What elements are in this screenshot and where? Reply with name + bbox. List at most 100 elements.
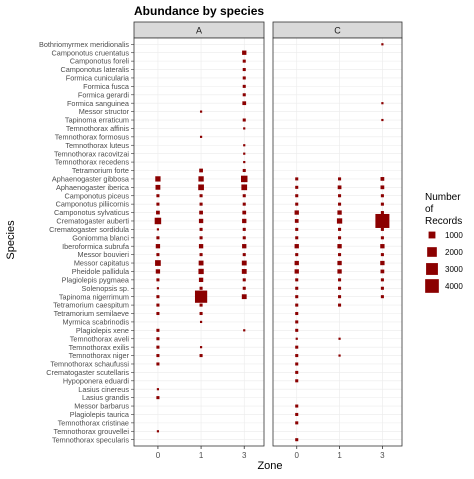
data-point (338, 253, 342, 257)
data-point (338, 236, 342, 240)
data-point (380, 295, 384, 299)
data-point (337, 185, 342, 190)
data-point (156, 345, 160, 349)
data-point (199, 227, 203, 231)
data-point (198, 268, 204, 275)
data-point (156, 311, 160, 316)
data-point (295, 320, 299, 324)
data-point (380, 185, 385, 190)
y-tick-label: Solenopsis sp. (82, 284, 129, 293)
data-point (380, 260, 385, 266)
data-point (199, 320, 203, 324)
data-point (295, 227, 299, 231)
data-point (242, 244, 247, 249)
y-tick-label: Temnothorax racovitzai (54, 149, 129, 158)
data-point (156, 295, 160, 299)
data-point (155, 244, 161, 249)
data-point (199, 135, 203, 138)
y-tick-label: Messor barbarus (74, 402, 129, 411)
legend-label: 4000 (445, 282, 463, 291)
x-tick-label: 1 (199, 451, 204, 460)
data-point (156, 303, 160, 307)
data-point (242, 218, 247, 224)
data-point (199, 110, 203, 113)
y-tick-label: Temnothorax niger (69, 351, 130, 360)
data-point (156, 396, 160, 400)
x-axis-label: Zone (257, 460, 282, 472)
y-tick-label: Formica fusca (83, 82, 130, 91)
y-tick-label: Iberoformica subrufa (62, 242, 130, 251)
data-point (199, 168, 203, 173)
data-point (338, 177, 342, 181)
data-point (199, 303, 203, 307)
y-tick-label: Crematogaster auberti (56, 217, 129, 226)
y-tick-label: Lasius grandis (82, 393, 129, 402)
data-point (155, 184, 161, 190)
data-point (295, 354, 299, 358)
data-point (375, 213, 390, 228)
data-point (241, 294, 247, 300)
data-point (338, 354, 341, 357)
data-point (338, 286, 342, 290)
data-point (295, 379, 299, 383)
facet-panel-c: C 0 1 3 (272, 21, 403, 460)
data-point (295, 370, 299, 374)
data-point (156, 337, 160, 341)
y-tick-label: Temnothorax recedens (55, 158, 130, 167)
data-point (156, 388, 160, 391)
facet-strip-label-a: A (196, 26, 202, 36)
y-tick-label: Hypoponera eduardi (63, 376, 130, 385)
y-axis-label: Species (5, 220, 17, 260)
data-point (295, 421, 299, 425)
data-point (380, 278, 384, 282)
data-point (242, 50, 247, 55)
legend-label: 1000 (445, 231, 463, 240)
y-tick-label: Tetramorium semilaeve (54, 309, 129, 318)
data-point (295, 337, 298, 340)
data-point (243, 152, 246, 155)
y-tick-label: Plagiolepis taurica (70, 410, 130, 419)
data-point (156, 236, 160, 240)
y-tick-label: Temnothorax aveli (70, 334, 130, 343)
x-tick-label: 3 (380, 451, 385, 460)
facets: A 0 1 3 C 0 1 3 (133, 21, 403, 460)
data-point (194, 290, 208, 303)
data-point (199, 210, 203, 215)
legend-title-line: of (425, 204, 434, 215)
data-point (380, 244, 385, 249)
data-point (380, 211, 384, 215)
x-tick-label: 1 (337, 451, 342, 460)
y-tick-label: Tapinoma nigerrimum (59, 292, 129, 301)
data-point (294, 210, 299, 215)
data-point (242, 194, 246, 198)
data-point (242, 84, 246, 88)
y-tick-label: Temnothorax schaufussi (50, 360, 129, 369)
data-point (242, 118, 246, 122)
y-tick-label: Messor structor (79, 107, 130, 116)
panel-border-a (133, 37, 265, 447)
data-point (243, 144, 246, 147)
data-point (198, 184, 204, 191)
panel-background-c (273, 38, 402, 446)
y-tick-label: Temnothorax luteus (65, 141, 129, 150)
data-point (154, 217, 162, 225)
chart-title: Abundance by species (134, 4, 264, 18)
y-tick-label: Camponotus lateralis (60, 65, 129, 74)
y-tick-label: Lasius cinereus (78, 385, 129, 394)
data-point (156, 228, 160, 231)
data-point (381, 102, 384, 105)
legend-key (426, 263, 438, 275)
data-point (156, 287, 160, 290)
data-point (242, 202, 246, 206)
legend-label: 2000 (445, 248, 463, 257)
data-point (199, 354, 203, 358)
data-point (338, 295, 342, 299)
y-tick-label: Camponotus foreli (70, 57, 130, 66)
data-point (338, 337, 341, 340)
facet-panel-a: A 0 1 3 (133, 21, 265, 460)
data-point (242, 236, 246, 240)
data-point (155, 260, 161, 266)
